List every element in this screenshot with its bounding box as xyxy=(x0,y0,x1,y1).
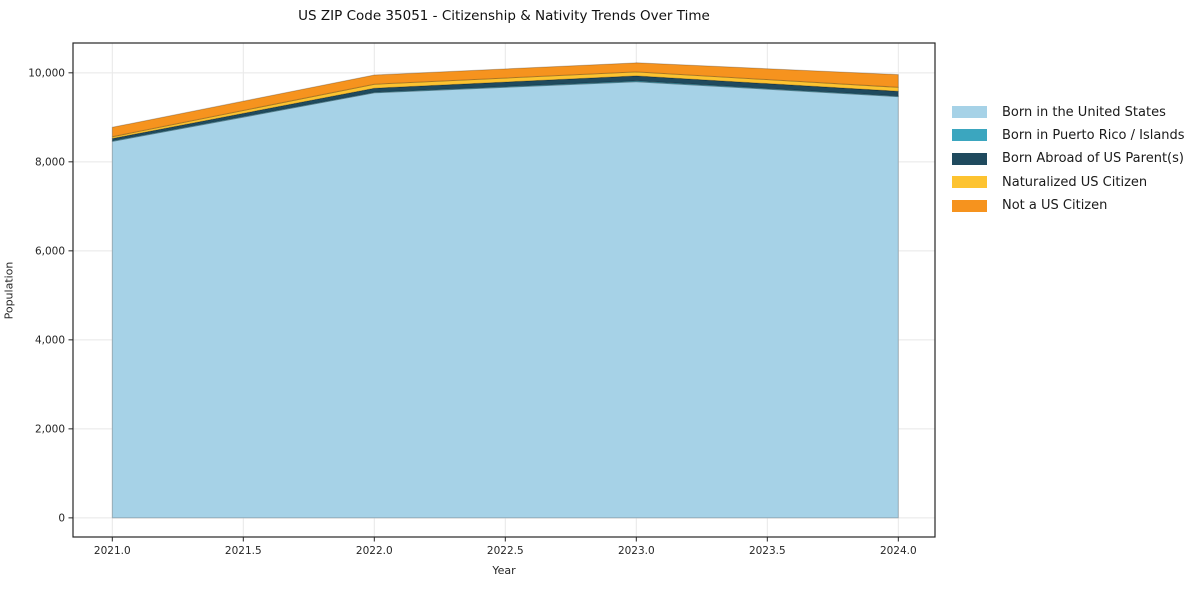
area-born-in-puerto-rico-islands xyxy=(111,80,899,142)
legend-item-born-in-puerto-rico-islands: Born in Puerto Rico / Islands xyxy=(952,127,1185,143)
x-tick-label: 2021.0 xyxy=(94,545,131,557)
y-tick-label: 0 xyxy=(58,513,65,525)
y-tick-label: 6,000 xyxy=(35,246,65,258)
legend-swatch-icon xyxy=(952,199,987,212)
area-not-a-us-citizen xyxy=(111,62,899,138)
x-tick-label: 2022.5 xyxy=(487,545,524,557)
legend-label: Naturalized US Citizen xyxy=(1002,174,1148,190)
legend-swatch-icon xyxy=(952,152,987,165)
x-tick-label: 2024.0 xyxy=(880,545,917,557)
x-axis-label: Year xyxy=(492,564,516,577)
y-tick-label: 8,000 xyxy=(35,157,65,169)
legend-swatch-icon xyxy=(952,106,987,118)
chart-title: US ZIP Code 35051 - Citizenship & Nativi… xyxy=(298,8,710,24)
legend-swatch-icon xyxy=(952,129,987,142)
x-tick-label: 2023.0 xyxy=(618,545,655,557)
legend-label: Born in the United States xyxy=(1002,104,1166,120)
y-tick-label: 2,000 xyxy=(35,424,65,436)
legend-item-not-a-us-citizen: Not a US Citizen xyxy=(952,198,1185,214)
legend-item-born-abroad-of-us-parent-s: Born Abroad of US Parent(s) xyxy=(952,151,1185,167)
y-tick-label: 10,000 xyxy=(28,68,65,80)
legend: Born in the United States Born in Puerto … xyxy=(952,104,1185,223)
y-tick-label: 4,000 xyxy=(35,335,65,347)
legend-item-naturalized-us-citizen: Naturalized US Citizen xyxy=(952,174,1185,190)
legend-label: Born Abroad of US Parent(s) xyxy=(1002,151,1184,167)
x-tick-label: 2023.5 xyxy=(749,545,786,557)
area-born-in-the-united-states xyxy=(111,81,899,519)
axis-frame xyxy=(72,42,936,538)
x-tick-label: 2022.0 xyxy=(356,545,393,557)
x-tick-label: 2021.5 xyxy=(225,545,262,557)
legend-swatch-icon xyxy=(952,176,987,189)
legend-label: Born in Puerto Rico / Islands xyxy=(1002,127,1185,143)
legend-label: Not a US Citizen xyxy=(1002,198,1108,214)
legend-item-born-in-the-united-states: Born in the United States xyxy=(952,104,1185,120)
